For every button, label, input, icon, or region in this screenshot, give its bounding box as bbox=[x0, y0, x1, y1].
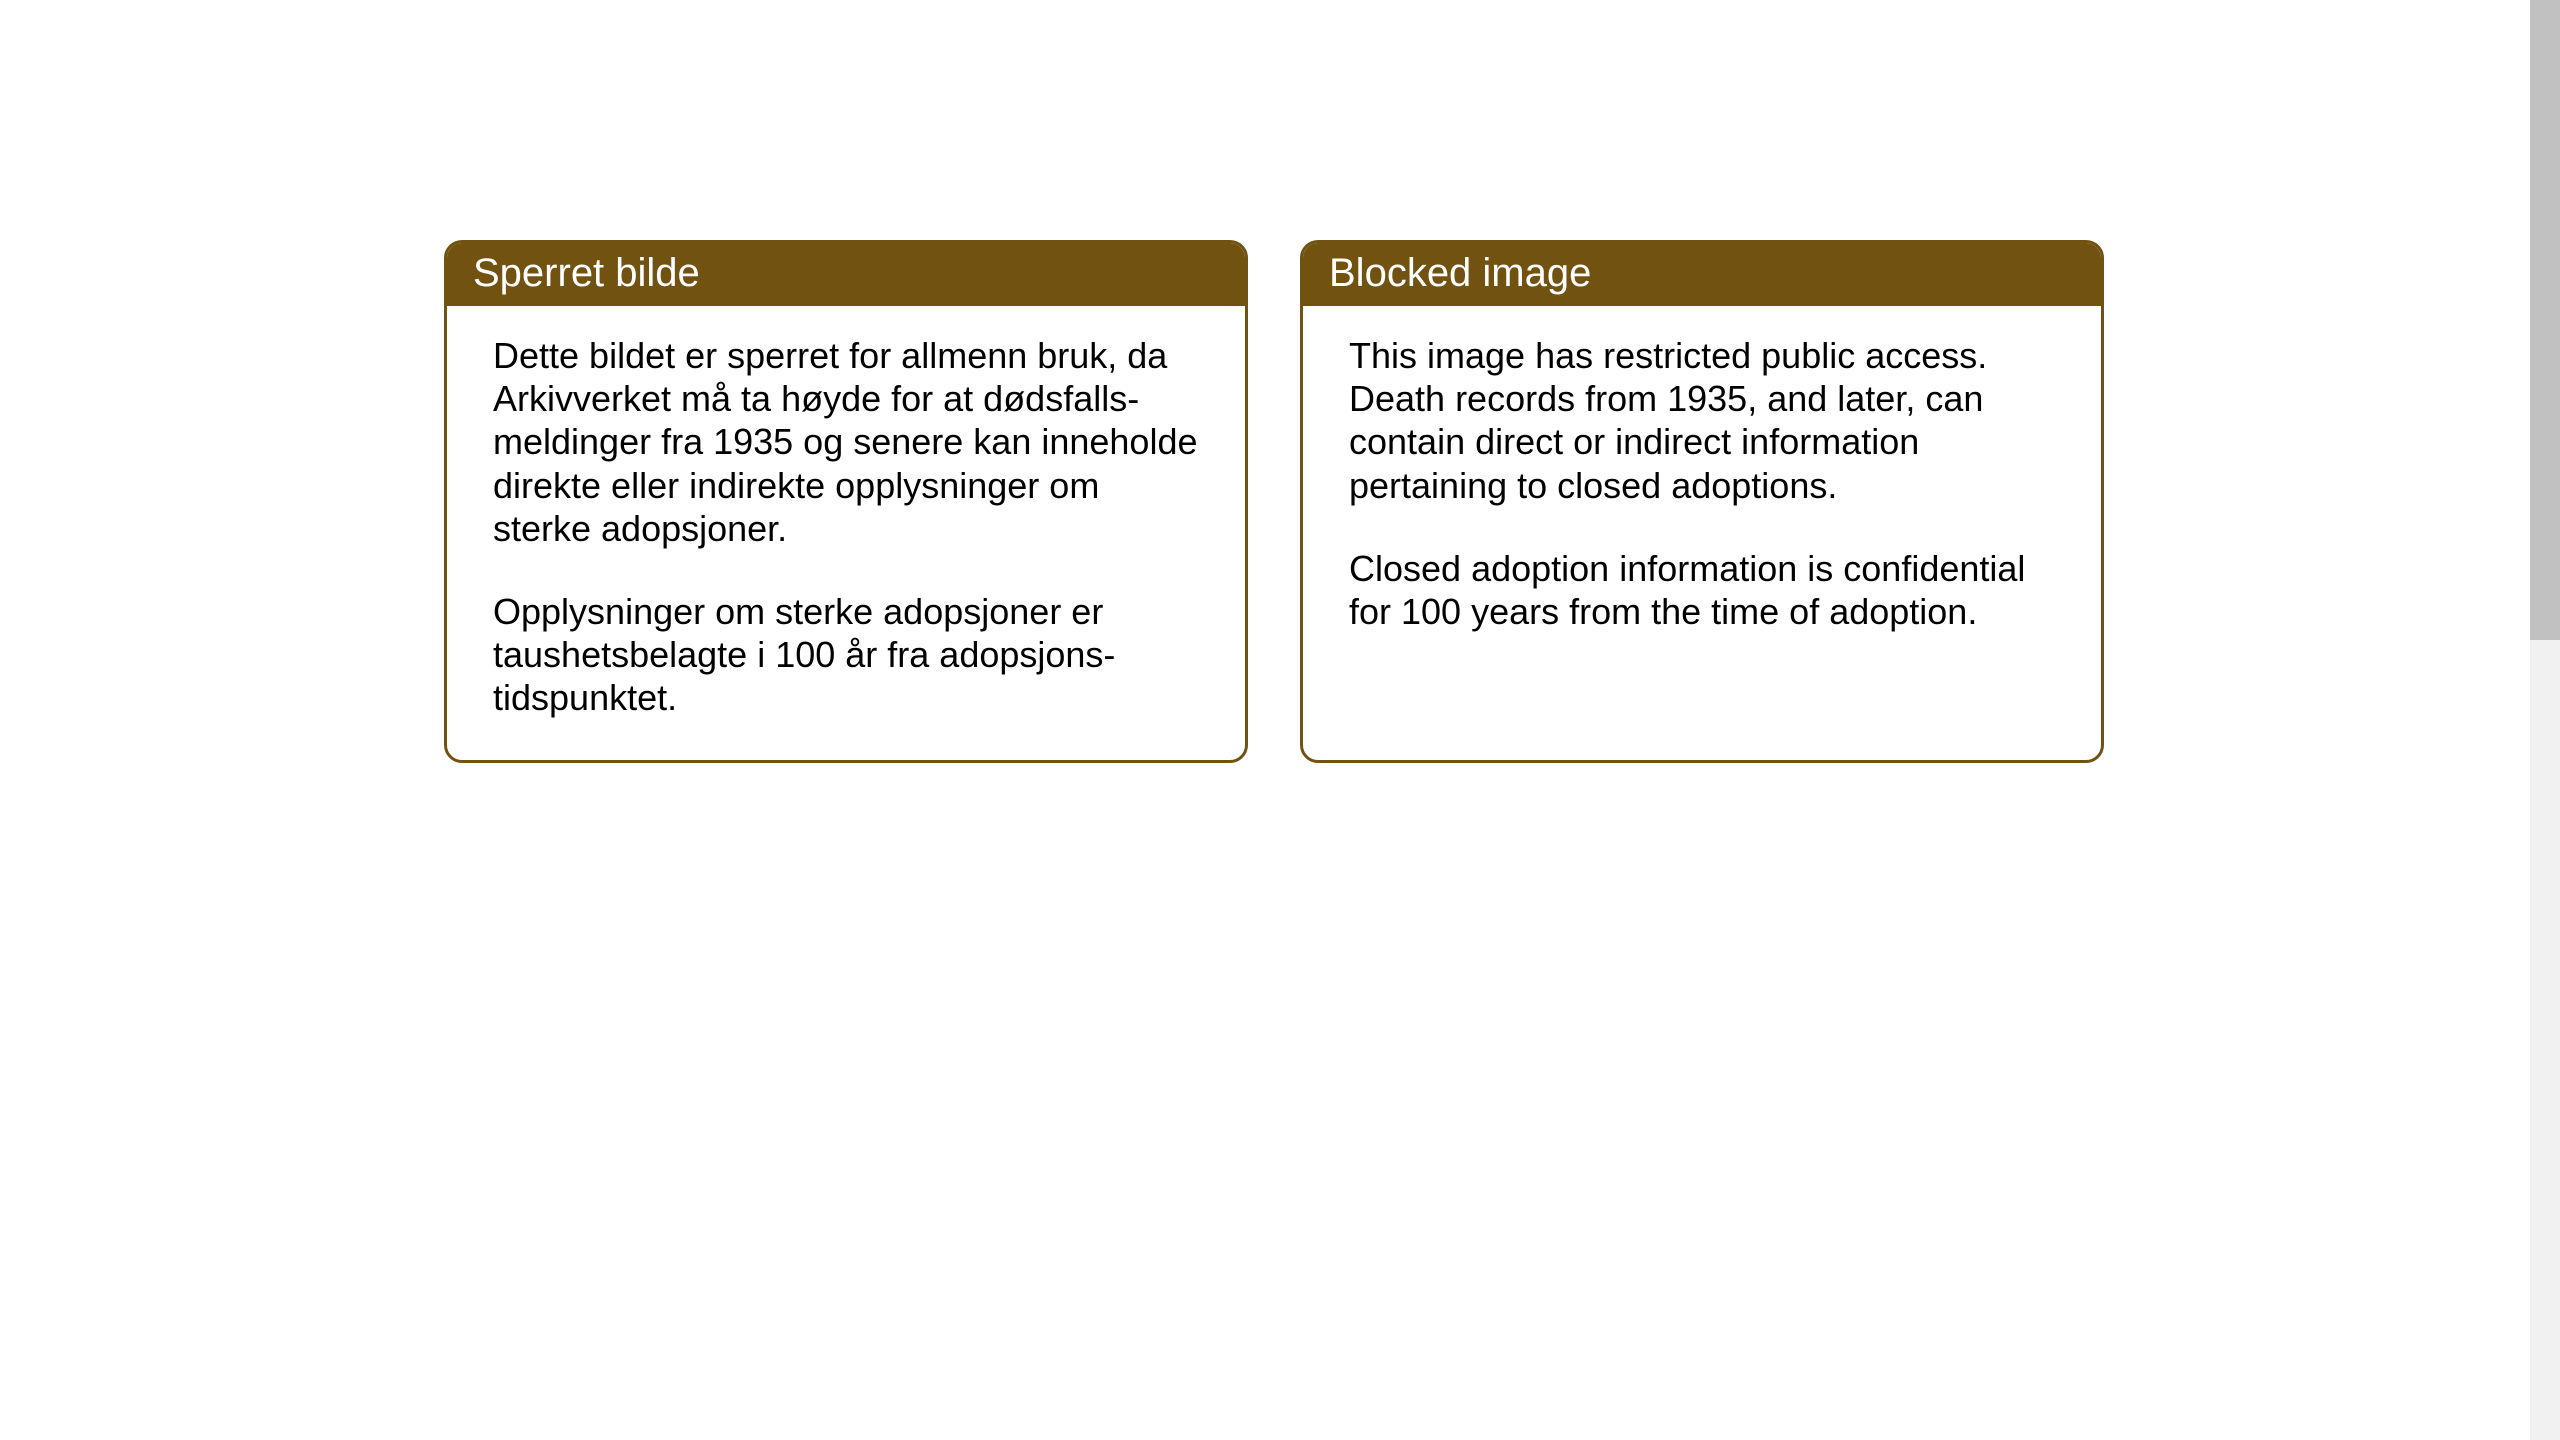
card-title-english: Blocked image bbox=[1329, 251, 1591, 295]
cards-container: Sperret bilde Dette bildet er sperret fo… bbox=[444, 240, 2104, 763]
card-title-norwegian: Sperret bilde bbox=[473, 251, 700, 295]
card-header-norwegian: Sperret bilde bbox=[447, 243, 1245, 306]
scrollbar-track[interactable] bbox=[2530, 0, 2560, 1440]
card-paragraph-2-norwegian: Opplysninger om sterke adopsjoner er tau… bbox=[493, 590, 1199, 720]
scrollbar-thumb[interactable] bbox=[2530, 0, 2560, 640]
card-paragraph-1-norwegian: Dette bildet er sperret for allmenn bruk… bbox=[493, 334, 1199, 550]
card-english: Blocked image This image has restricted … bbox=[1300, 240, 2104, 763]
card-header-english: Blocked image bbox=[1303, 243, 2101, 306]
card-paragraph-1-english: This image has restricted public access.… bbox=[1349, 334, 2055, 507]
card-body-english: This image has restricted public access.… bbox=[1303, 306, 2101, 673]
card-paragraph-2-english: Closed adoption information is confident… bbox=[1349, 547, 2055, 633]
card-norwegian: Sperret bilde Dette bildet er sperret fo… bbox=[444, 240, 1248, 763]
card-body-norwegian: Dette bildet er sperret for allmenn bruk… bbox=[447, 306, 1245, 760]
